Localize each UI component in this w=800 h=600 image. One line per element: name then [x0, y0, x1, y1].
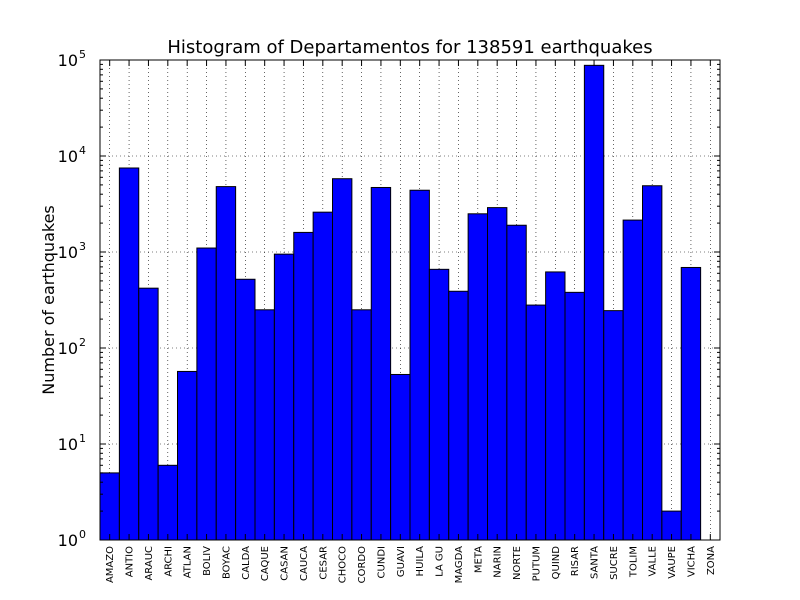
x-tick-label: MAGDA [454, 546, 465, 584]
bar-atlan [177, 370, 198, 541]
x-tick-label: RISAR [570, 546, 581, 576]
x-tick-label: LA GU [435, 546, 446, 577]
bar-boliv [196, 247, 217, 541]
bar-archi [157, 464, 178, 541]
bar-magda [448, 290, 469, 541]
chart-title: Histogram of Departamentos for 138591 ea… [167, 37, 652, 58]
y-axis-label: Number of earthquakes [39, 205, 58, 394]
y-tick-label: 10 [58, 435, 78, 454]
bar-huila [409, 189, 430, 541]
y-tick-label: 10 [58, 339, 78, 358]
plot-frame [99, 59, 721, 541]
bar-amazo [99, 472, 120, 541]
x-tick-label: CAUCA [299, 546, 310, 581]
x-tick-label: CAQUE [260, 546, 271, 581]
x-tick-label: SANTA [590, 546, 601, 579]
bar-boyac [215, 186, 237, 541]
bar-tolim [622, 219, 643, 541]
bar-cundi [370, 186, 392, 541]
y-tick-label: 10 [58, 147, 78, 166]
bar-valle [642, 185, 663, 541]
bar-norte [506, 224, 527, 541]
x-tick-label: META [473, 546, 484, 573]
bars [99, 64, 702, 541]
x-tick-label: ZONA [706, 546, 717, 575]
y-tick-exponent: 1 [79, 432, 86, 445]
x-tick-label: NORTE [512, 546, 523, 580]
y-tick-exponent: 2 [79, 336, 86, 349]
x-ticks: AMAZO ANTIO ARAUC ARCHI ATLAN BOLIV BOYAC CALDA… [105, 60, 717, 583]
x-tick-label: GUAVI [396, 546, 407, 577]
x-tick-label: CALDA [241, 546, 252, 580]
y-tick-exponent: 5 [79, 48, 86, 61]
bar-caque [254, 309, 275, 541]
x-tick-label: BOYAC [221, 546, 232, 579]
y-tick-exponent: 4 [79, 144, 86, 157]
y-tick-label: 10 [58, 243, 78, 262]
bar-narin [487, 207, 508, 541]
bar-antio [118, 167, 140, 541]
bar-cordo [351, 309, 372, 541]
x-tick-label: ARAUC [144, 546, 155, 581]
bar-vicha [680, 266, 702, 541]
bar-choco [332, 178, 353, 541]
bar-meta [467, 213, 488, 541]
bar-sucre [603, 310, 624, 541]
bar-guavi [390, 373, 411, 541]
bar-risar [564, 291, 585, 541]
y-tick-exponent: 0 [79, 528, 86, 541]
bar-putum [525, 304, 547, 541]
x-tick-label: ATLAN [183, 546, 194, 578]
x-tick-label: HUILA [415, 546, 426, 577]
x-tick-label: CORDO [357, 546, 368, 584]
y-tick-label: 10 [58, 531, 78, 550]
x-tick-label: PUTUM [531, 546, 542, 581]
bar-la-gu [428, 268, 450, 541]
bar-arauc [138, 287, 159, 541]
bar-santa [583, 64, 605, 541]
x-tick-label: TOLIM [628, 546, 639, 578]
bar-calda [235, 278, 256, 541]
x-tick-label: VICHA [686, 546, 697, 577]
x-tick-label: CESAR [318, 546, 329, 580]
bar-cauca [293, 231, 314, 541]
x-tick-label: AMAZO [105, 546, 116, 583]
x-tick-label: QUIND [551, 546, 562, 580]
x-tick-label: ANTIO [125, 546, 136, 577]
y-tick-exponent: 3 [79, 240, 86, 253]
x-tick-label: BOLIV [202, 546, 213, 576]
x-tick-label: ARCHI [163, 546, 174, 577]
x-tick-label: SUCRE [609, 546, 620, 580]
x-tick-label: NARIN [493, 546, 504, 578]
bar-cesar [312, 211, 333, 541]
x-tick-label: CASAN [280, 546, 291, 581]
bar-quind [545, 271, 566, 541]
y-tick-label: 10 [58, 51, 78, 70]
x-tick-label: VALLE [648, 546, 659, 577]
x-tick-label: CHOCO [338, 546, 349, 583]
x-tick-label: CUNDI [376, 546, 387, 578]
bar-casan [273, 253, 295, 541]
x-tick-label: VAUPE [667, 546, 678, 579]
